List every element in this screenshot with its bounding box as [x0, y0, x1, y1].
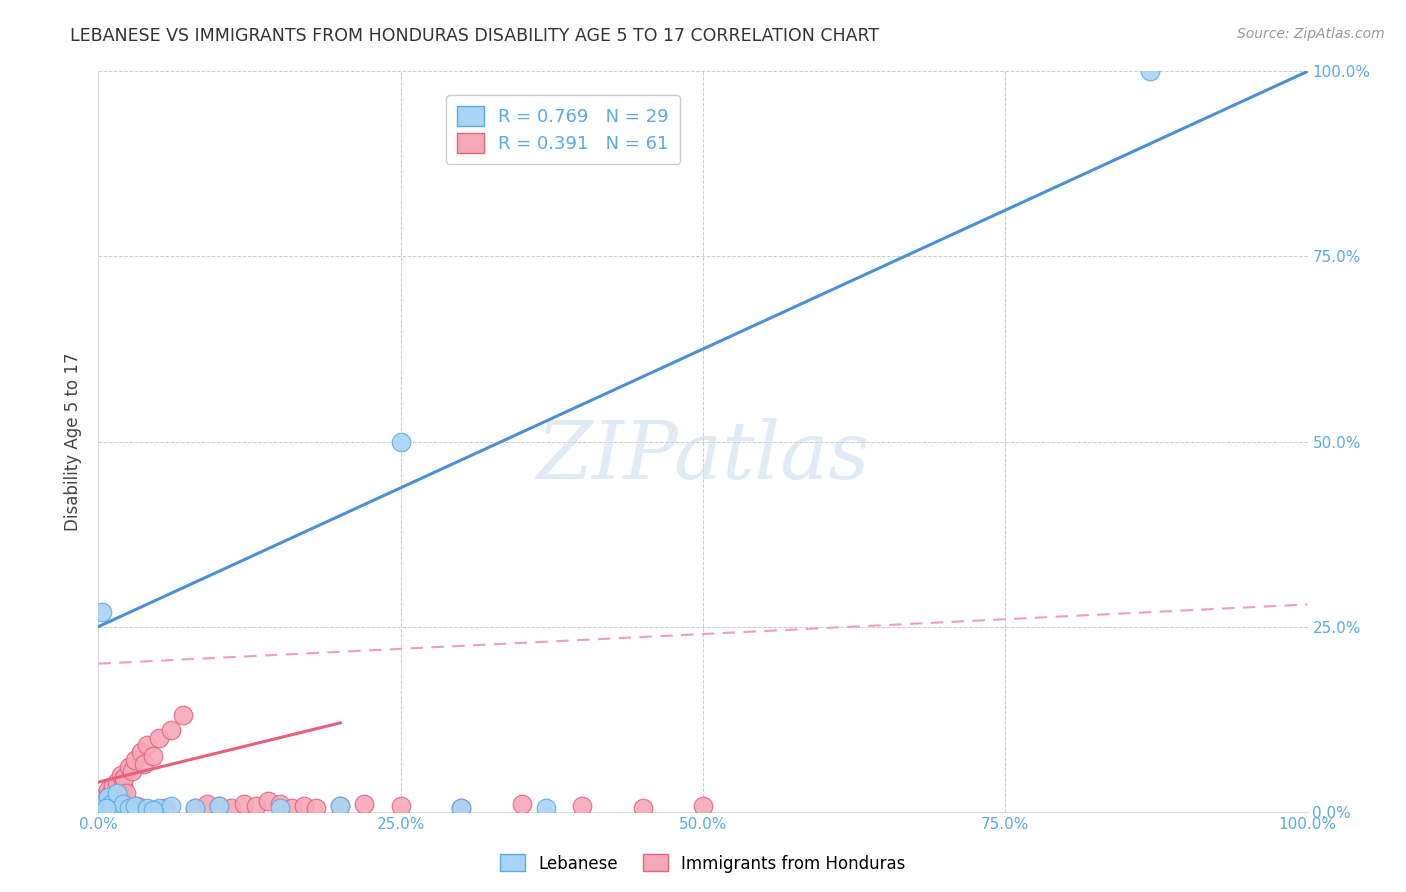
Point — [94, 801, 117, 815]
Point — [148, 731, 170, 745]
Point — [94, 796, 117, 810]
Point — [100, 797, 122, 812]
Point — [534, 801, 557, 815]
Point — [91, 797, 114, 812]
Point — [184, 801, 207, 815]
Point — [121, 764, 143, 778]
Point — [108, 803, 131, 817]
Point — [112, 772, 135, 786]
Point — [97, 789, 120, 804]
Point — [510, 797, 533, 812]
Point — [221, 801, 243, 815]
Point — [329, 798, 352, 813]
Point — [292, 798, 315, 813]
Point — [105, 801, 128, 815]
Point — [208, 798, 231, 813]
Point — [135, 801, 157, 815]
Point — [107, 798, 129, 813]
Point — [245, 798, 267, 813]
Point — [1139, 64, 1161, 78]
Point — [111, 779, 134, 793]
Point — [127, 798, 149, 813]
Point — [96, 801, 118, 815]
Point — [305, 801, 328, 815]
Point — [97, 782, 120, 797]
Point — [114, 797, 136, 812]
Point — [96, 798, 118, 813]
Point — [450, 801, 472, 815]
Point — [98, 798, 121, 813]
Point — [101, 801, 124, 815]
Point — [256, 794, 278, 808]
Point — [105, 775, 128, 789]
Point — [269, 797, 291, 812]
Point — [329, 798, 352, 813]
Point — [93, 798, 115, 813]
Legend: R = 0.769   N = 29, R = 0.391   N = 61: R = 0.769 N = 29, R = 0.391 N = 61 — [446, 95, 681, 164]
Text: ZIPatlas: ZIPatlas — [536, 417, 870, 495]
Point — [103, 798, 125, 813]
Point — [134, 756, 156, 771]
Point — [108, 789, 131, 804]
Point — [129, 746, 152, 760]
Point — [90, 803, 112, 817]
Point — [118, 801, 141, 815]
Point — [153, 801, 176, 815]
Point — [142, 749, 165, 764]
Point — [571, 798, 593, 813]
Point — [104, 794, 127, 808]
Point — [91, 605, 114, 619]
Y-axis label: Disability Age 5 to 17: Disability Age 5 to 17 — [65, 352, 83, 531]
Text: LEBANESE VS IMMIGRANTS FROM HONDURAS DISABILITY AGE 5 TO 17 CORRELATION CHART: LEBANESE VS IMMIGRANTS FROM HONDURAS DIS… — [70, 27, 879, 45]
Point — [110, 767, 132, 781]
Point — [100, 801, 122, 815]
Text: Source: ZipAtlas.com: Source: ZipAtlas.com — [1237, 27, 1385, 41]
Point — [160, 798, 183, 813]
Point — [91, 797, 114, 812]
Point — [111, 797, 134, 812]
Point — [91, 801, 114, 815]
Point — [93, 789, 115, 804]
Point — [108, 797, 131, 812]
Point — [353, 797, 375, 812]
Point — [172, 708, 194, 723]
Point — [142, 803, 165, 817]
Point — [389, 798, 412, 813]
Point — [124, 753, 146, 767]
Point — [118, 760, 141, 774]
Point — [91, 803, 114, 817]
Point — [93, 801, 115, 815]
Point — [97, 801, 120, 815]
Point — [135, 738, 157, 752]
Point — [105, 786, 128, 800]
Point — [692, 798, 714, 813]
Point — [124, 798, 146, 813]
Point — [232, 797, 254, 812]
Point — [389, 434, 412, 449]
Legend: Lebanese, Immigrants from Honduras: Lebanese, Immigrants from Honduras — [494, 847, 912, 880]
Point — [148, 801, 170, 815]
Point — [91, 794, 114, 808]
Point — [89, 801, 111, 815]
Point — [208, 798, 231, 813]
Point — [94, 794, 117, 808]
Point — [100, 786, 122, 800]
Point — [100, 797, 122, 812]
Point — [98, 798, 121, 813]
Point — [631, 801, 654, 815]
Point — [450, 801, 472, 815]
Point — [269, 801, 291, 815]
Point — [90, 801, 112, 815]
Point — [111, 801, 134, 815]
Point — [115, 786, 138, 800]
Point — [281, 801, 304, 815]
Point — [101, 779, 124, 793]
Point — [91, 798, 114, 813]
Point — [160, 723, 183, 738]
Point — [195, 797, 218, 812]
Point — [184, 801, 207, 815]
